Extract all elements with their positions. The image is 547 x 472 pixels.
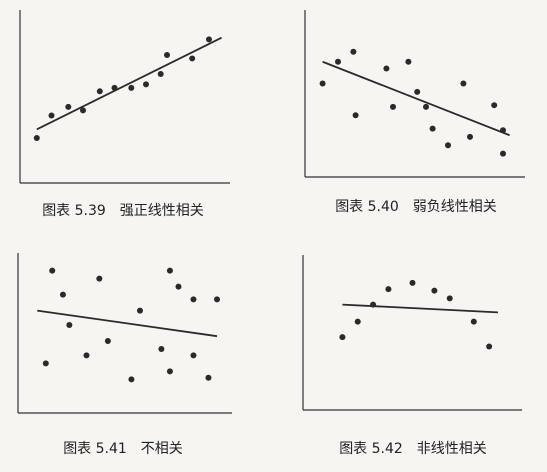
point	[48, 112, 55, 119]
point	[189, 55, 196, 62]
point	[42, 360, 49, 367]
point	[335, 58, 341, 65]
point	[429, 125, 436, 132]
point	[158, 346, 165, 352]
point	[96, 275, 103, 282]
point	[104, 338, 111, 344]
trend-line	[342, 303, 498, 314]
point	[166, 368, 173, 375]
point	[205, 374, 212, 381]
chart-caption: 图表 5.42 非线性相关	[339, 441, 487, 457]
chart-caption: 图表 5.41 不相关	[63, 441, 183, 457]
point	[445, 142, 451, 149]
point	[143, 81, 149, 88]
point	[385, 286, 392, 293]
point	[190, 352, 197, 359]
point	[500, 150, 506, 157]
point	[405, 58, 412, 65]
point	[190, 296, 197, 303]
point	[370, 301, 377, 308]
point	[157, 71, 164, 78]
point	[166, 267, 173, 274]
point	[390, 103, 396, 110]
point	[128, 376, 135, 383]
point	[409, 279, 416, 286]
point	[80, 107, 86, 114]
point	[175, 283, 182, 290]
point	[486, 343, 493, 350]
point	[214, 296, 221, 303]
point	[164, 51, 170, 58]
point	[136, 307, 143, 314]
trend-line	[36, 36, 223, 131]
point	[500, 127, 506, 134]
trend-line	[322, 60, 510, 137]
point	[383, 65, 390, 72]
point	[96, 88, 103, 95]
chart-caption: 图表 5.40 弱负线性相关	[335, 199, 497, 215]
point	[206, 36, 212, 43]
point	[431, 287, 438, 294]
point	[111, 84, 118, 91]
point	[66, 322, 73, 328]
point	[83, 352, 90, 359]
point	[354, 318, 361, 325]
point	[128, 84, 135, 91]
point	[49, 267, 56, 274]
point	[352, 112, 359, 119]
point	[414, 88, 421, 95]
point	[423, 103, 429, 110]
point	[339, 334, 346, 341]
point	[470, 318, 477, 325]
point	[460, 80, 467, 87]
point	[59, 291, 66, 298]
trend-line	[37, 309, 218, 338]
point	[33, 135, 40, 142]
point	[446, 295, 453, 302]
point	[350, 48, 357, 55]
point	[319, 80, 326, 87]
point	[491, 102, 498, 109]
point	[65, 103, 72, 110]
point	[467, 133, 473, 140]
chart-caption: 图表 5.39 强正线性相关	[42, 203, 204, 219]
